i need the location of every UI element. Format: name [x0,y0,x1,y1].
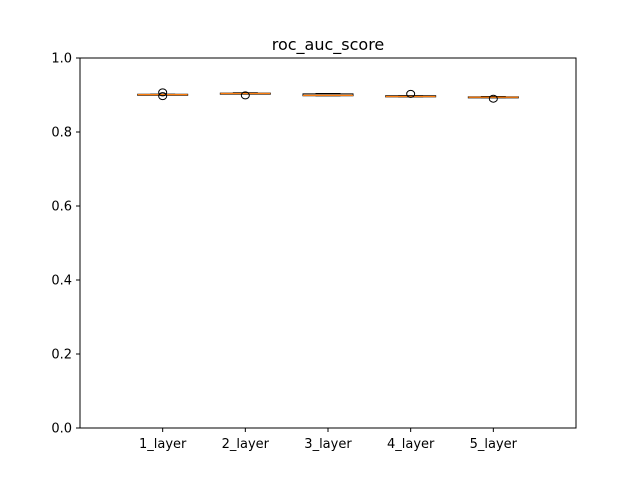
box-series [137,88,519,103]
y-axis: 0.0 0.2 0.4 0.6 0.8 1.0 [51,52,80,437]
box-group [385,89,437,98]
box-group [219,91,271,100]
y-tick-label: 0.6 [51,200,72,215]
outlier-point [406,89,416,98]
box-group [302,93,354,97]
x-tick-label: 3_layer [304,437,352,452]
x-tick-label: 5_layer [470,437,518,452]
x-tick-label: 1_layer [139,437,187,452]
x-tick-label: 2_layer [222,437,270,452]
outlier-point [488,94,498,103]
x-tick-label: 4_layer [387,437,435,452]
y-tick-label: 0.8 [51,126,72,141]
y-tick-label: 0.0 [51,422,72,437]
chart-title: roc_auc_score [272,35,385,55]
plot-frame [79,57,577,429]
box-group [467,94,519,103]
y-tick-label: 0.2 [51,348,72,363]
box-group [137,88,189,101]
y-tick-label: 1.0 [51,52,72,67]
outlier-point [158,88,168,97]
y-tick-label: 0.4 [51,274,72,289]
x-axis: 1_layer 2_layer 3_layer 4_layer 5_layer [139,428,518,452]
outlier-point [240,91,250,100]
outlier-point [158,92,168,101]
